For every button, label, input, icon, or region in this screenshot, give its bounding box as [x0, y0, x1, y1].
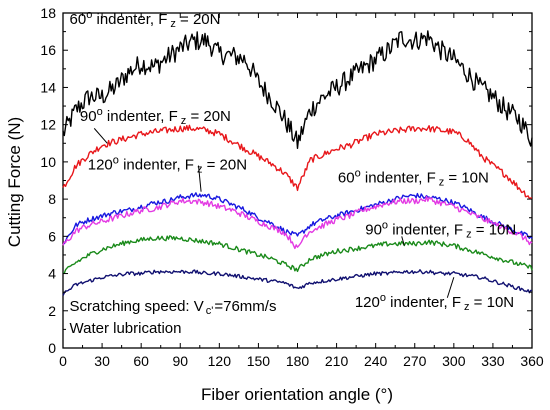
- x-tick-label: 0: [59, 353, 67, 369]
- series-line: [62, 30, 533, 149]
- x-tick-label: 90: [172, 353, 188, 369]
- series-line: [62, 269, 533, 296]
- y-tick-label: 14: [40, 79, 56, 95]
- y-tick-label: 12: [40, 117, 56, 133]
- y-axis-title: Cutting Force (N): [5, 117, 24, 247]
- x-tick-label: 30: [94, 353, 110, 369]
- y-tick-label: 6: [48, 228, 56, 244]
- y-tick-label: 10: [40, 154, 56, 170]
- x-tick-label: 150: [247, 353, 271, 369]
- x-tick-label: 240: [364, 353, 388, 369]
- series-line: [62, 195, 533, 250]
- x-tick-label: 360: [520, 353, 544, 369]
- x-tick-label: 270: [403, 353, 427, 369]
- annotation-pointer: [93, 128, 108, 144]
- x-tick-label: 300: [442, 353, 466, 369]
- annotation-pointer: [401, 236, 405, 246]
- x-tick-label: 60: [133, 353, 149, 369]
- y-tick-label: 4: [48, 266, 56, 282]
- x-tick-label: 210: [325, 353, 349, 369]
- lubrication-annotation: Water lubrication: [70, 320, 182, 337]
- y-tick-label: 0: [48, 340, 56, 356]
- y-tick-label: 2: [48, 303, 56, 319]
- y-tick-label: 8: [48, 191, 56, 207]
- annotation-pointer: [446, 277, 455, 298]
- x-tick-label: 120: [208, 353, 232, 369]
- x-tick-label: 180: [286, 353, 310, 369]
- annotation-pointer: [197, 165, 202, 192]
- series-line: [62, 124, 533, 200]
- series-line: [62, 235, 533, 274]
- x-axis-title: Fiber orientation angle (°): [201, 385, 393, 404]
- y-tick-label: 18: [40, 5, 56, 21]
- y-tick-label: 16: [40, 42, 56, 58]
- x-tick-label: 330: [481, 353, 505, 369]
